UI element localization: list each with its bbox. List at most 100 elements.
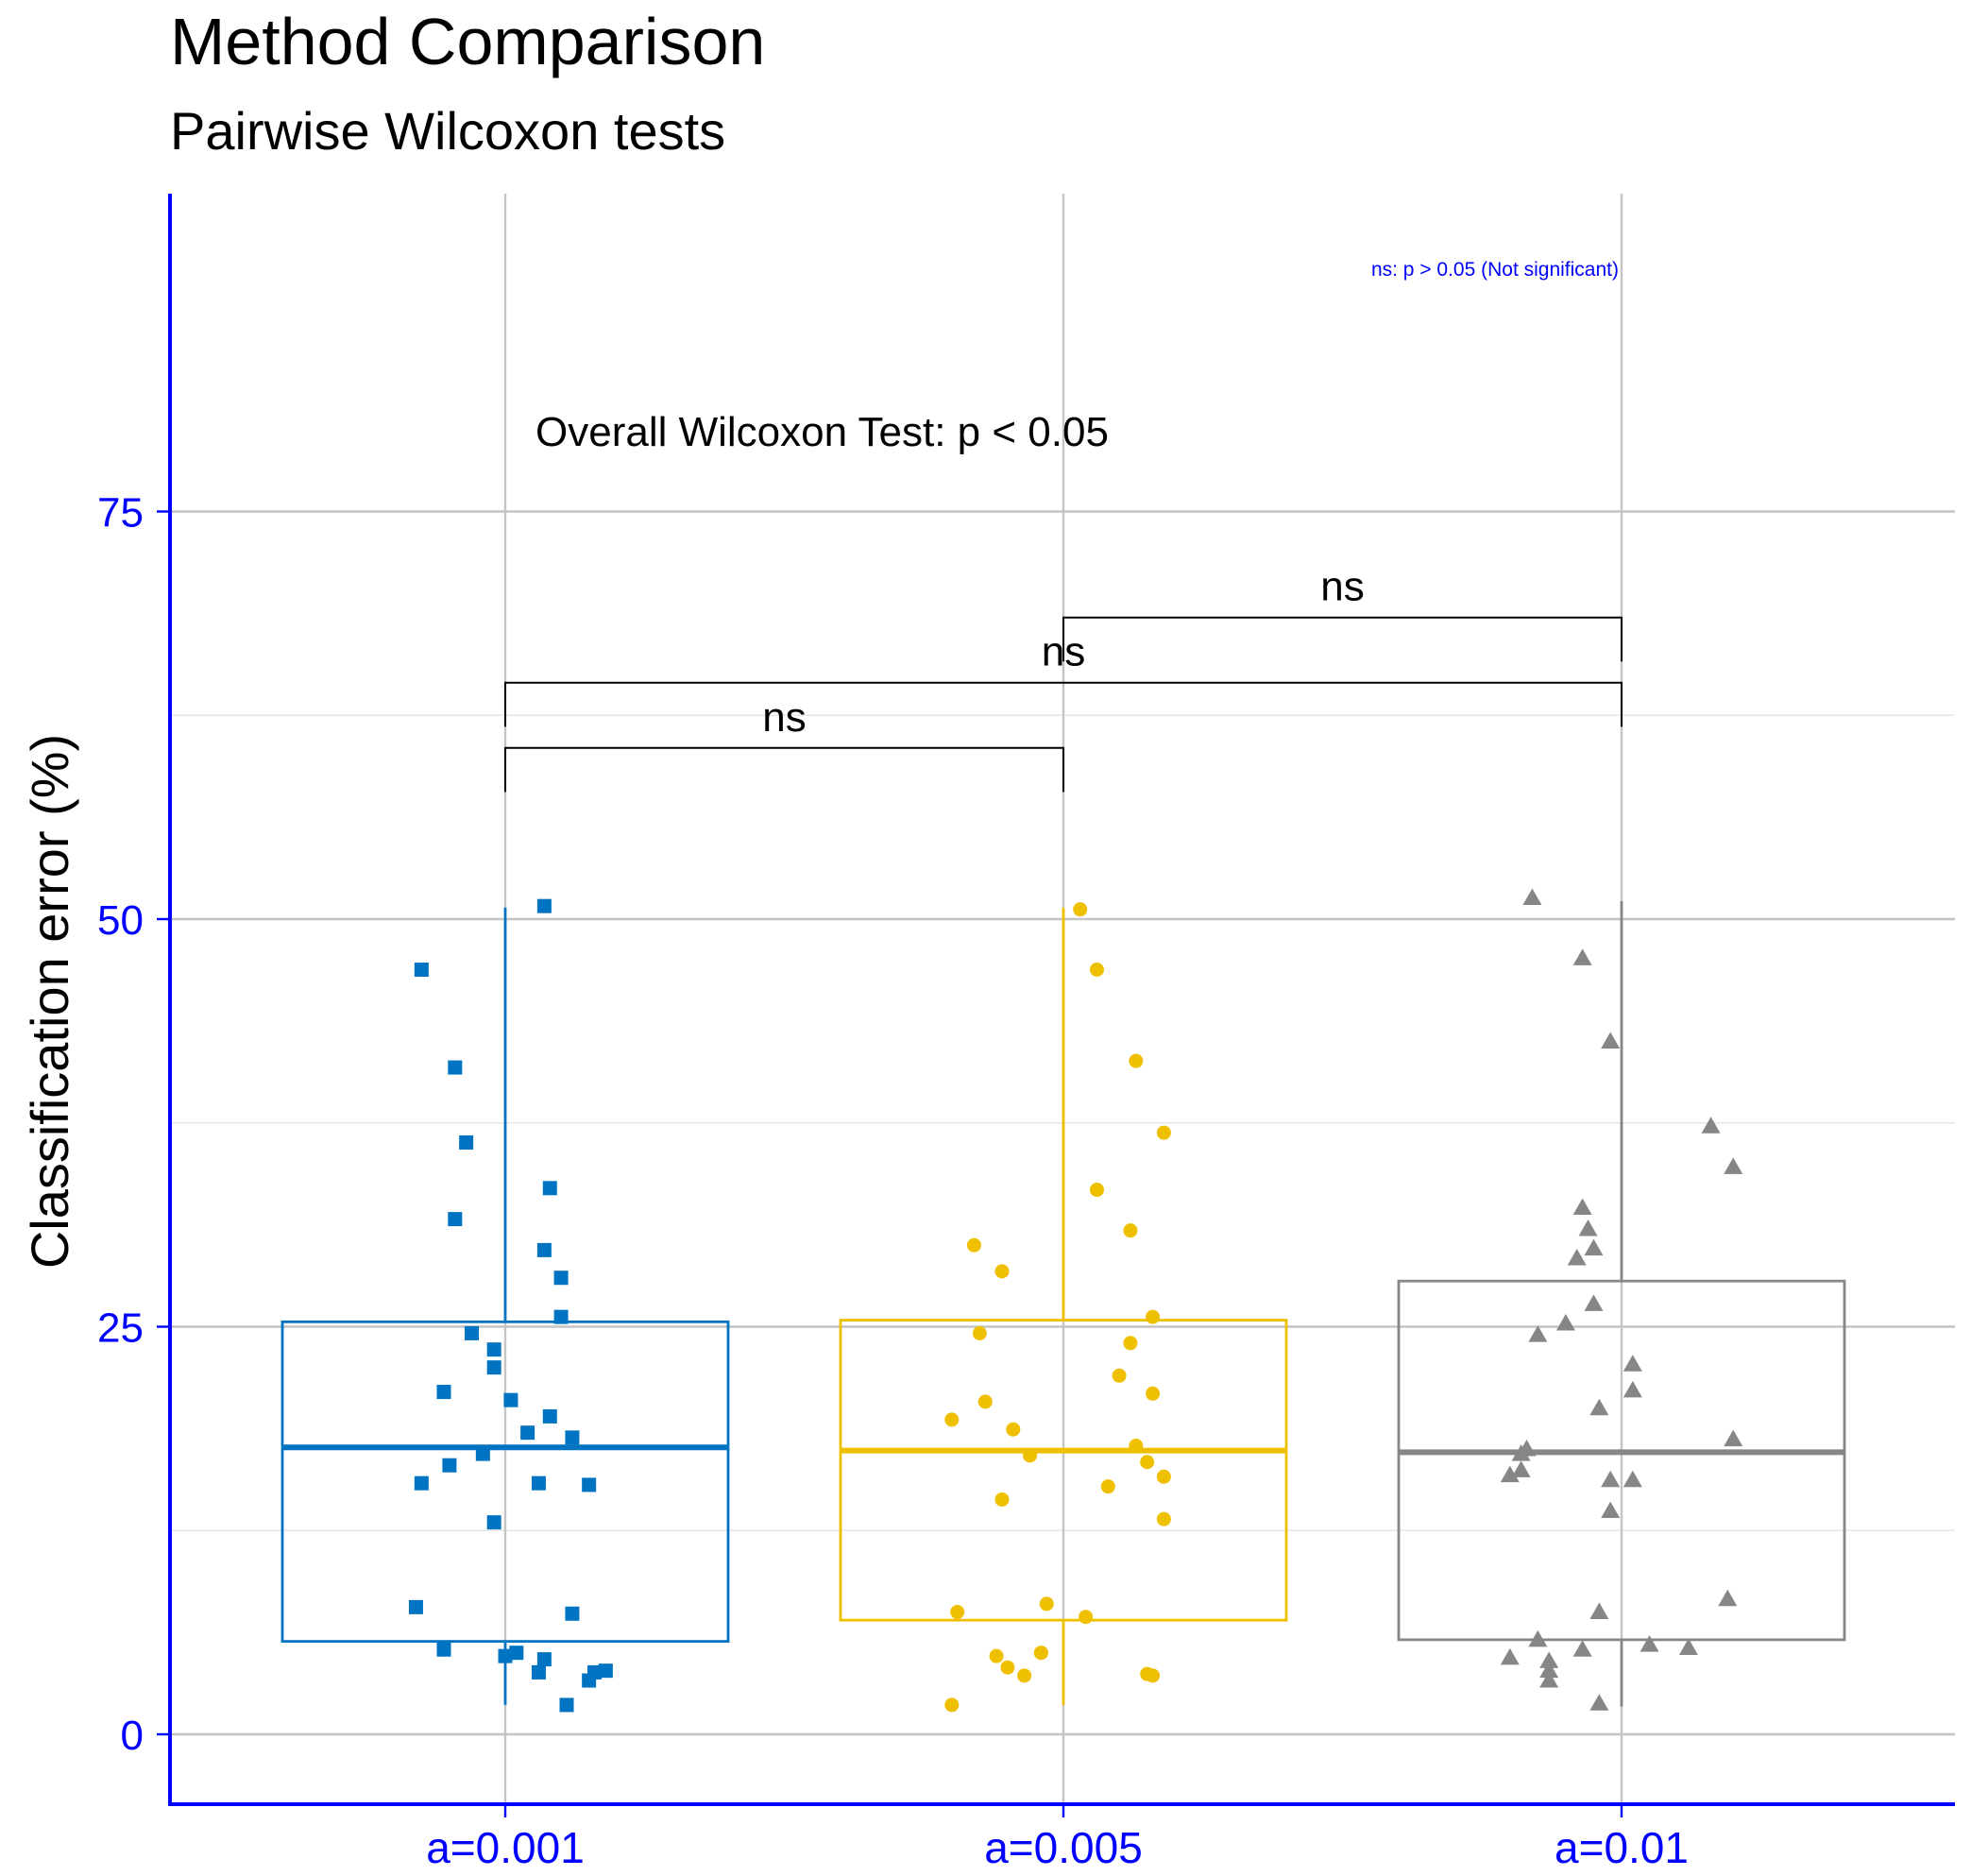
data-point-triangle xyxy=(1500,1465,1520,1483)
data-point-triangle xyxy=(1572,1640,1592,1657)
data-point-triangle xyxy=(1584,1294,1604,1311)
data-point-square xyxy=(475,1446,490,1461)
data-point-triangle xyxy=(1601,1032,1621,1049)
data-point-triangle xyxy=(1623,1470,1642,1488)
data-point-triangle xyxy=(1640,1635,1659,1652)
y-tick-label: 75 xyxy=(97,490,144,537)
y-axis-label: Classification error (%) xyxy=(20,734,79,1269)
data-point-triangle xyxy=(1584,1238,1604,1256)
data-point-square xyxy=(459,1134,474,1150)
data-point-triangle xyxy=(1589,1398,1609,1416)
data-point-square xyxy=(486,1360,501,1375)
data-point-triangle xyxy=(1528,1629,1548,1647)
data-point-square xyxy=(509,1646,524,1661)
data-point-square xyxy=(486,1342,501,1357)
data-point-square xyxy=(448,1060,463,1075)
data-point-circle xyxy=(977,1394,993,1409)
box-a=0.001 xyxy=(280,1320,730,1644)
comparison-bracket xyxy=(504,681,1623,727)
data-point-triangle xyxy=(1572,1198,1592,1216)
data-point-circle xyxy=(1089,1183,1104,1198)
data-point-square xyxy=(465,1325,480,1340)
x-tick-label: a=0.01 xyxy=(1555,1823,1689,1872)
comparison-bracket xyxy=(1062,616,1623,662)
data-point-circle xyxy=(994,1492,1010,1507)
data-point-triangle xyxy=(1718,1589,1738,1607)
x-tick-label: a=0.005 xyxy=(984,1823,1143,1872)
data-point-circle xyxy=(1089,963,1104,978)
data-point-circle xyxy=(1033,1646,1048,1661)
data-point-square xyxy=(553,1271,569,1286)
data-point-square xyxy=(536,898,552,913)
data-point-circle xyxy=(994,1264,1010,1279)
data-point-triangle xyxy=(1589,1602,1609,1620)
point-group xyxy=(408,888,1743,1713)
data-point-square xyxy=(536,1242,552,1257)
data-point-circle xyxy=(1123,1223,1138,1238)
data-point-square xyxy=(542,1181,557,1196)
axes: 0 25 50 75 a=0.001 a=0.005 a=0.01 xyxy=(97,194,1955,1872)
data-point-circle xyxy=(1023,1448,1038,1463)
data-point-square xyxy=(582,1477,597,1492)
data-point-triangle xyxy=(1539,1661,1559,1679)
data-point-circle xyxy=(972,1325,987,1340)
data-point-triangle xyxy=(1701,1117,1721,1134)
data-point-circle xyxy=(1146,1668,1161,1683)
data-point-circle xyxy=(1006,1422,1021,1437)
data-point-triangle xyxy=(1724,1429,1743,1447)
data-point-triangle xyxy=(1539,1671,1559,1688)
data-point-triangle xyxy=(1539,1651,1559,1668)
data-point-circle xyxy=(1073,902,1088,917)
data-point-square xyxy=(553,1309,569,1324)
data-point-square xyxy=(408,1599,423,1614)
data-point-triangle xyxy=(1522,888,1542,906)
data-point-circle xyxy=(1146,1386,1161,1401)
chart-title: Method Comparison xyxy=(170,5,765,78)
data-point-circle xyxy=(966,1237,981,1253)
comparison-label: ns xyxy=(1320,564,1364,610)
y-tick-label: 25 xyxy=(97,1305,144,1352)
data-point-triangle xyxy=(1601,1470,1621,1488)
data-point-triangle xyxy=(1567,1249,1587,1266)
y-tick-label: 50 xyxy=(97,897,144,944)
data-point-square xyxy=(598,1663,613,1679)
data-point-triangle xyxy=(1511,1460,1531,1477)
data-point-circle xyxy=(1156,1125,1171,1140)
data-point-circle xyxy=(1129,1438,1144,1453)
box-a=0.005 xyxy=(839,1319,1288,1622)
data-point-triangle xyxy=(1623,1380,1642,1398)
data-point-triangle xyxy=(1623,1355,1642,1372)
data-point-circle xyxy=(1123,1336,1138,1351)
data-point-triangle xyxy=(1578,1219,1598,1236)
data-point-square xyxy=(565,1430,580,1445)
data-point-circle xyxy=(1140,1455,1155,1470)
data-point-circle xyxy=(1017,1668,1032,1683)
data-point-triangle xyxy=(1678,1638,1698,1656)
box-a=0.01 xyxy=(1397,1279,1846,1642)
data-point-circle xyxy=(1039,1596,1054,1612)
data-point-circle xyxy=(1079,1610,1094,1625)
data-point-circle xyxy=(1100,1479,1115,1494)
data-point-circle xyxy=(950,1605,965,1620)
data-point-square xyxy=(503,1392,518,1407)
data-point-triangle xyxy=(1572,948,1592,965)
y-tick-label: 0 xyxy=(121,1713,144,1759)
data-point-circle xyxy=(1129,1053,1144,1068)
data-point-square xyxy=(520,1425,535,1441)
data-point-square xyxy=(582,1673,597,1688)
chart-subtitle: Pairwise Wilcoxon tests xyxy=(170,101,725,161)
data-point-circle xyxy=(1156,1469,1171,1484)
data-point-triangle xyxy=(1589,1694,1609,1711)
significance-note: ns: p > 0.05 (Not significant) xyxy=(1371,259,1619,281)
data-point-circle xyxy=(1146,1309,1161,1324)
data-point-square xyxy=(436,1642,451,1657)
x-tick-label: a=0.001 xyxy=(426,1823,585,1872)
data-point-circle xyxy=(944,1697,960,1713)
data-point-square xyxy=(486,1515,501,1530)
data-point-square xyxy=(531,1475,546,1491)
data-point-square xyxy=(542,1408,557,1424)
data-point-circle xyxy=(944,1412,960,1427)
box-group xyxy=(280,901,1846,1707)
